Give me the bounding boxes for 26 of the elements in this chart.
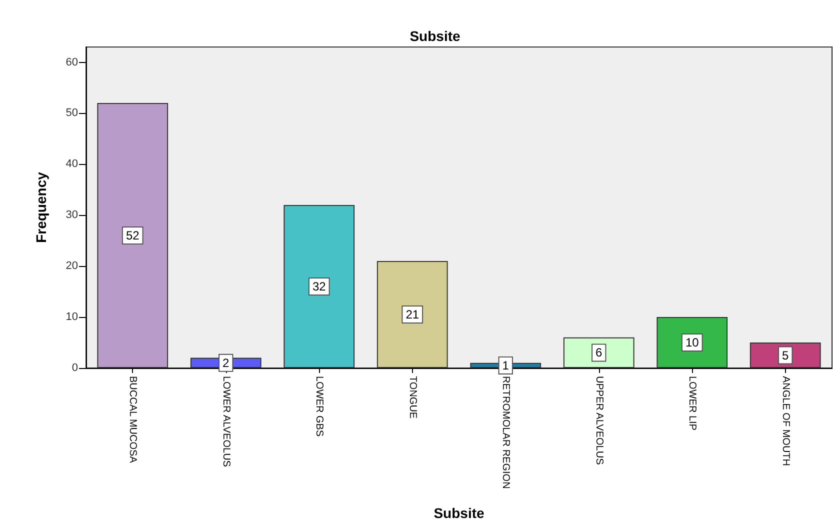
x-tick-label: LOWER GBS xyxy=(314,376,325,437)
x-tick-label: UPPER ALVEOLUS xyxy=(593,376,604,466)
chart-title: Subsite xyxy=(410,28,460,44)
x-tick-label: LOWER LIP xyxy=(686,376,698,431)
y-tick-label: 40 xyxy=(66,158,78,170)
x-tick-label: RETROMOLAR REGION xyxy=(500,376,512,489)
data-label: 32 xyxy=(312,279,326,294)
data-label: 21 xyxy=(406,308,420,322)
x-tick-label: TONGUE xyxy=(406,376,418,419)
y-axis-title: Frequency xyxy=(33,172,49,243)
x-axis-title: Subsite xyxy=(434,505,484,521)
data-label: 10 xyxy=(685,336,700,350)
y-tick-label: 10 xyxy=(66,311,78,324)
y-tick-label: 20 xyxy=(66,260,78,272)
x-tick-label: LOWER ALVEOLUS xyxy=(220,376,232,468)
x-tick-label: BUCCAL MUCOSA xyxy=(127,376,138,464)
data-label: 5 xyxy=(782,348,790,362)
y-tick-label: 60 xyxy=(66,56,78,68)
data-label: 1 xyxy=(502,358,510,372)
y-tick-label: 0 xyxy=(72,362,78,374)
data-label: 52 xyxy=(126,228,140,243)
data-label: 6 xyxy=(596,346,603,360)
data-label: 2 xyxy=(222,356,230,370)
x-tick-label: ANGLE OF MOUTH xyxy=(780,376,791,466)
y-tick-label: 30 xyxy=(66,209,78,222)
y-tick-label: 50 xyxy=(66,107,78,120)
